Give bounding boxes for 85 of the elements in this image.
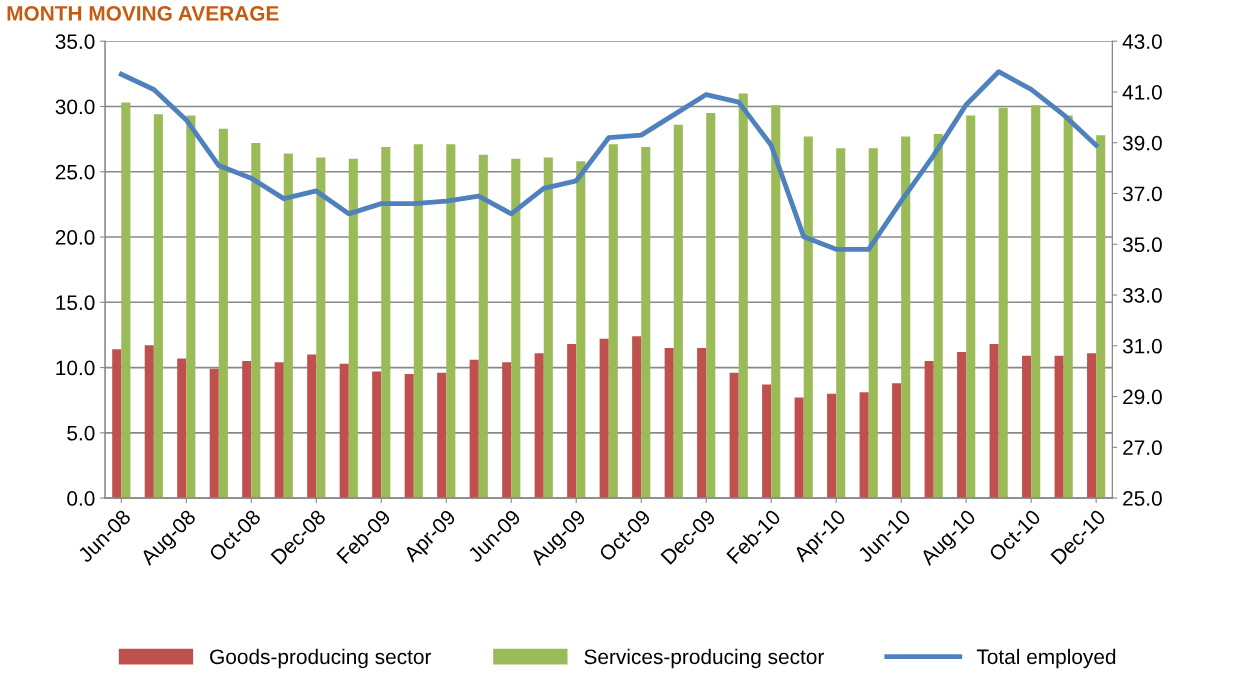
bar bbox=[599, 338, 609, 499]
bar bbox=[274, 362, 284, 499]
line-series bbox=[118, 69, 1099, 252]
bar bbox=[478, 154, 488, 499]
y-tick-label: 5.0 bbox=[67, 425, 95, 441]
bar bbox=[242, 361, 252, 499]
y-tick-label: 20.0 bbox=[55, 230, 95, 245]
y-tick-label: 0.0 bbox=[67, 491, 95, 506]
y2-tick-label: 37.0 bbox=[1122, 186, 1162, 202]
bar bbox=[469, 359, 479, 499]
y2-tick-label: 33.0 bbox=[1122, 288, 1162, 303]
bar bbox=[771, 105, 781, 499]
bar bbox=[924, 361, 934, 499]
bar bbox=[729, 372, 739, 499]
bar bbox=[283, 153, 293, 499]
y2-tick-label: 41.0 bbox=[1122, 84, 1162, 100]
bar bbox=[673, 124, 683, 499]
bar bbox=[502, 362, 512, 499]
bar bbox=[144, 345, 154, 499]
bar bbox=[901, 136, 911, 499]
bar bbox=[762, 384, 772, 499]
bar bbox=[738, 93, 748, 499]
bar bbox=[218, 128, 228, 499]
bar bbox=[957, 351, 967, 499]
bar bbox=[251, 143, 261, 499]
bar bbox=[803, 136, 813, 499]
bar bbox=[892, 383, 902, 499]
bar bbox=[372, 371, 382, 499]
legend-label: Goods-producing sector bbox=[210, 648, 432, 669]
bar bbox=[966, 115, 976, 499]
bar bbox=[1054, 355, 1064, 499]
bar bbox=[543, 157, 553, 499]
y-tick-label: 25.0 bbox=[55, 164, 95, 180]
bar bbox=[632, 336, 642, 499]
y2-tick-label: 29.0 bbox=[1123, 389, 1162, 405]
bar bbox=[859, 392, 869, 499]
bar bbox=[153, 114, 163, 499]
y2-tick-label: 35.0 bbox=[1122, 237, 1162, 253]
chart-title: MONTH MOVING AVERAGE bbox=[7, 6, 279, 21]
y2-tick-label: 25.0 bbox=[1123, 491, 1162, 506]
y-tick-label: 10.0 bbox=[56, 360, 95, 376]
bar bbox=[1031, 105, 1041, 499]
bar bbox=[209, 368, 219, 499]
bar bbox=[794, 397, 804, 499]
bar bbox=[339, 363, 349, 499]
y2-tick-label: 43.0 bbox=[1122, 34, 1162, 49]
bar bbox=[836, 148, 846, 499]
bar bbox=[998, 107, 1008, 499]
bar bbox=[567, 344, 577, 499]
bar bbox=[608, 144, 618, 499]
y2-tick-label: 39.0 bbox=[1122, 135, 1162, 151]
bar bbox=[404, 374, 414, 499]
bar bbox=[511, 158, 521, 499]
bar bbox=[307, 354, 317, 499]
bar bbox=[1087, 353, 1097, 499]
bar bbox=[933, 133, 943, 499]
y-tick-label: 15.0 bbox=[56, 295, 95, 311]
bar bbox=[1096, 135, 1106, 499]
bar bbox=[534, 353, 544, 499]
bar bbox=[413, 144, 423, 499]
bar bbox=[186, 115, 196, 499]
bar bbox=[989, 344, 999, 499]
bar bbox=[121, 102, 131, 499]
bar bbox=[437, 372, 447, 499]
bar bbox=[348, 158, 358, 499]
bar bbox=[576, 161, 586, 499]
y-tick-label: 30.0 bbox=[55, 99, 95, 115]
y-tick-label: 35.0 bbox=[55, 34, 95, 49]
bar bbox=[706, 113, 716, 499]
bar bbox=[316, 157, 326, 499]
bar bbox=[1063, 115, 1073, 499]
bar bbox=[868, 148, 878, 499]
legend-label: Total employed bbox=[976, 648, 1116, 669]
legend-label: Services-producing sector bbox=[584, 648, 824, 669]
bar bbox=[641, 146, 651, 499]
bar bbox=[827, 393, 837, 499]
bar bbox=[1022, 355, 1032, 499]
bar bbox=[446, 144, 456, 499]
y2-tick-label: 27.0 bbox=[1123, 440, 1162, 456]
y2-tick-label: 31.0 bbox=[1122, 338, 1162, 354]
bar bbox=[177, 358, 187, 499]
bar bbox=[381, 146, 391, 499]
bar bbox=[697, 347, 707, 499]
bar bbox=[664, 347, 674, 499]
bar bbox=[112, 349, 122, 499]
